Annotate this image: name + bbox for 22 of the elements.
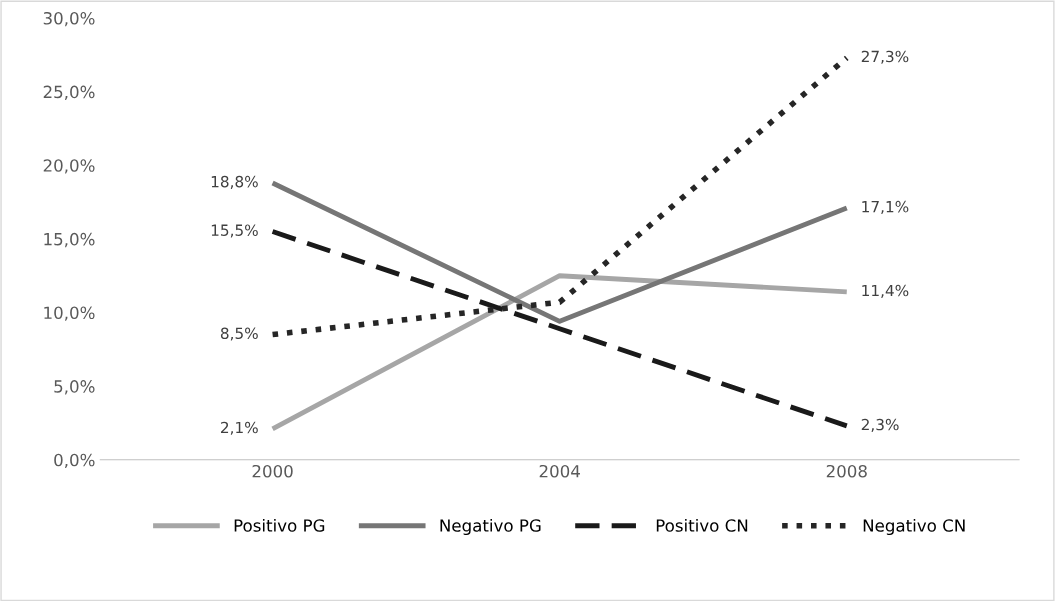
y-tick-label: 30,0% [43,11,95,27]
data-label: 11,4% [862,284,909,298]
data-label: 18,8% [211,175,258,189]
data-label: 8,5% [220,327,258,341]
y-tick-label: 5,0% [54,380,95,395]
data-label: 15,5% [211,224,258,238]
data-label: 17,1% [862,200,909,214]
y-tick-label: 0,0% [54,453,95,469]
y-tick-label: 10,0% [44,306,95,321]
data-label: 2,3% [861,418,899,432]
legend-label: Negativo PG [440,518,541,536]
x-tick-label: 2000 [252,464,293,478]
y-tick-label: 20,0% [43,159,95,174]
x-tick-label: 2008 [826,464,867,478]
data-label: 2,1% [221,421,258,435]
legend-label: Positivo CN [656,518,748,532]
y-tick-label: 15,0% [44,232,95,248]
legend-label: Positivo PG [234,518,325,532]
x-tick-label: 2004 [539,464,580,478]
y-tick-label: 25,0% [43,85,95,100]
data-label: 27,3% [861,50,909,64]
legend-label: Negativo CN [863,518,965,536]
